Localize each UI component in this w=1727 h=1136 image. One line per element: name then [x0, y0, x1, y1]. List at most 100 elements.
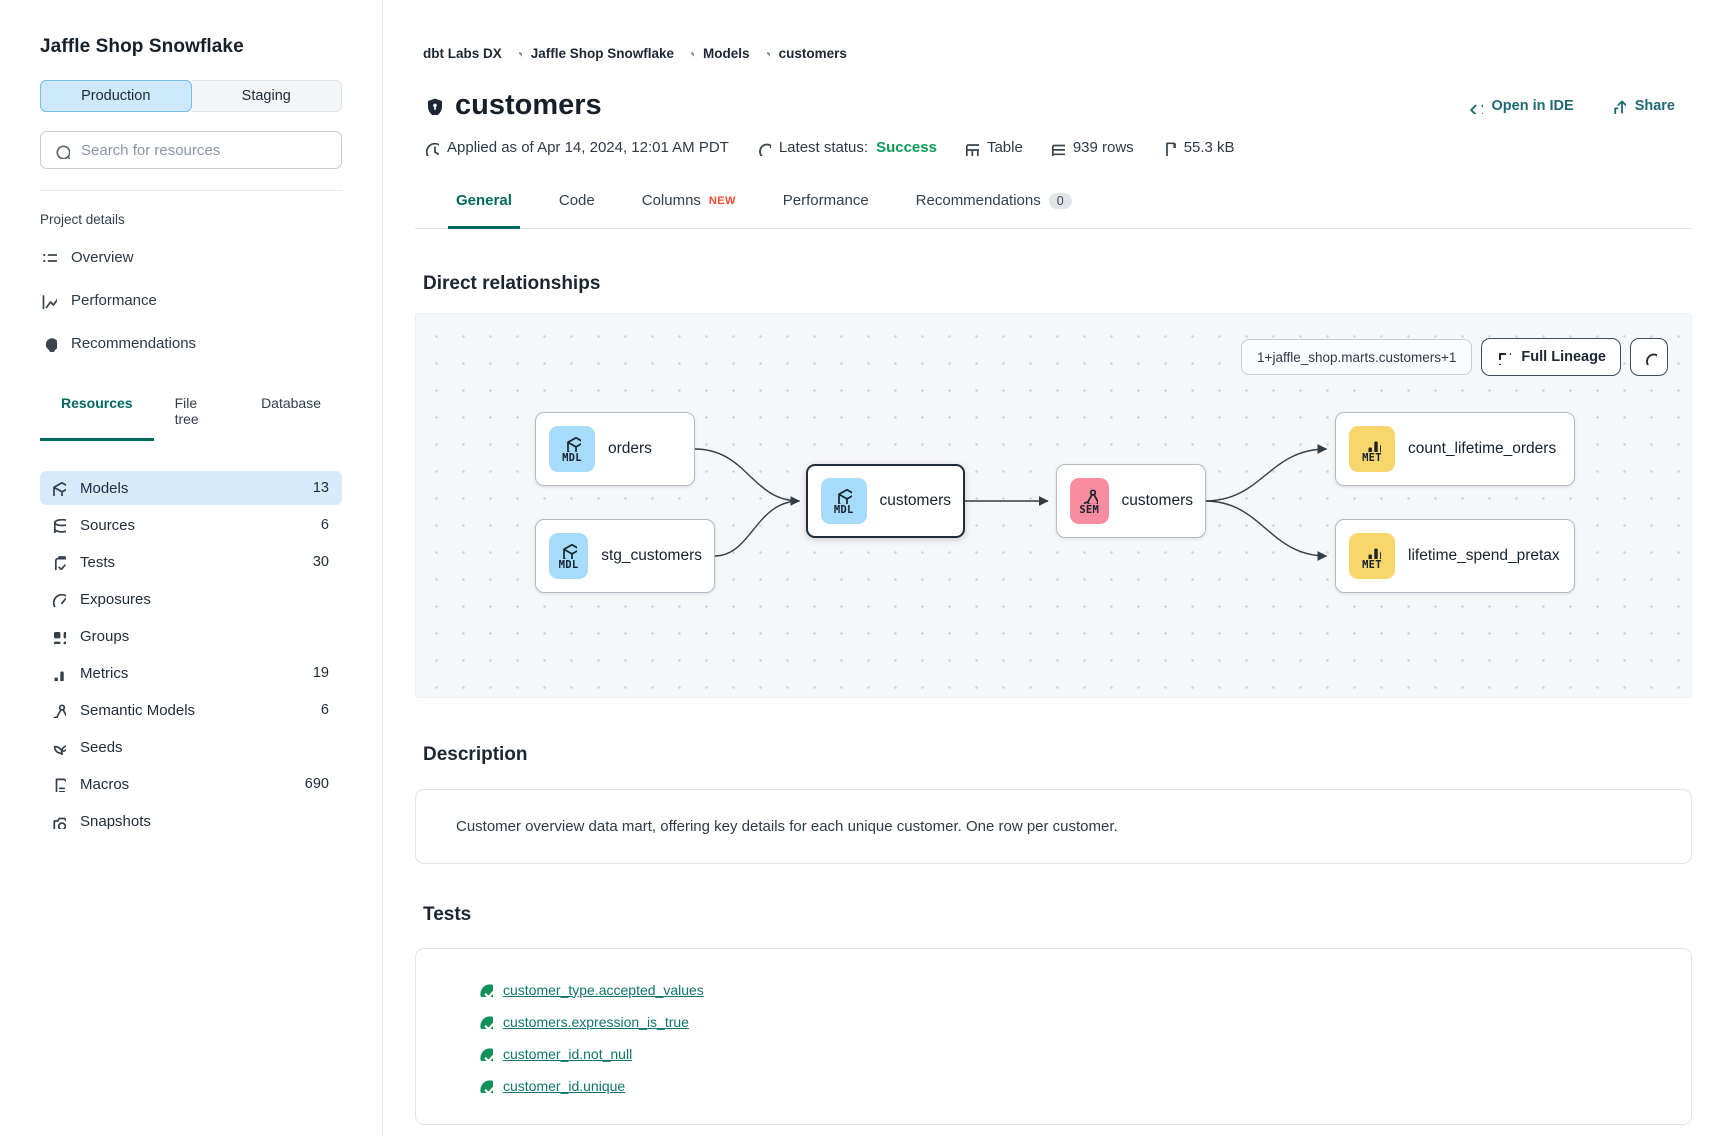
- lineage-node-stg-customers[interactable]: MDL stg_customers: [535, 519, 715, 593]
- breadcrumb-project[interactable]: Jaffle Shop Snowflake: [530, 46, 675, 61]
- lightbulb-icon: [44, 337, 57, 352]
- status-badge: Success: [876, 139, 937, 156]
- project-title: Jaffle Shop Snowflake: [40, 36, 244, 57]
- test-link[interactable]: customer_id.not_null: [503, 1045, 633, 1062]
- sidebar-item-seeds[interactable]: Seeds: [40, 730, 342, 764]
- env-tab-production[interactable]: Production: [40, 80, 192, 112]
- resource-label: Seeds: [80, 738, 123, 756]
- sidebar-item-models[interactable]: Models 13: [40, 471, 342, 505]
- resource-label: Models: [80, 479, 129, 497]
- resource-count: 13: [312, 480, 329, 496]
- full-lineage-button[interactable]: Full Lineage: [1481, 338, 1621, 376]
- metric-badge: MET: [1349, 533, 1395, 579]
- tab-performance[interactable]: Performance: [782, 192, 869, 209]
- sidebar-item-label: Recommendations: [71, 335, 197, 352]
- sidebar-item-overview[interactable]: Overview: [40, 236, 342, 279]
- share-button[interactable]: Share: [1610, 98, 1675, 114]
- materialization: Table: [963, 139, 1023, 156]
- breadcrumb-models[interactable]: Models: [703, 46, 750, 61]
- breadcrumb-account[interactable]: dbt Labs DX: [423, 46, 502, 61]
- status-label: Latest status:: [778, 139, 869, 156]
- lineage-node-orders[interactable]: MDL orders: [535, 412, 695, 486]
- lineage-node-customers-model[interactable]: MDL customers: [806, 464, 965, 538]
- latest-status: Latest status: Success: [755, 139, 937, 156]
- open-in-ide-button[interactable]: Open in IDE: [1467, 98, 1574, 114]
- project-details-nav: Overview Performance Recommendations: [40, 236, 342, 365]
- clipboard-check-icon: [54, 556, 66, 570]
- resource-label: Metrics: [80, 664, 129, 682]
- test-link[interactable]: customers.expression_is_true: [503, 1013, 689, 1030]
- tab-columns[interactable]: Columns NEW: [641, 192, 736, 209]
- chevron-right-icon: [518, 52, 522, 59]
- resource-search[interactable]: [40, 131, 342, 169]
- tab-recommendations[interactable]: Recommendations 0: [908, 192, 1080, 229]
- tests-heading: Tests: [423, 904, 472, 925]
- breadcrumb-current: customers: [778, 46, 847, 61]
- tab-file-tree[interactable]: File tree: [174, 395, 199, 427]
- lineage-controls: 1+jaffle_shop.marts.customers+1 Full Lin…: [1241, 338, 1668, 376]
- sidebar-item-sources[interactable]: Sources 6: [40, 508, 342, 542]
- tab-database[interactable]: Database: [261, 395, 321, 411]
- description-text: Customer overview data mart, offering ke…: [456, 818, 1118, 835]
- sidebar-item-label: Overview: [71, 249, 134, 266]
- refresh-lineage-button[interactable]: [1630, 338, 1668, 376]
- model-badge: MDL: [549, 533, 589, 579]
- breadcrumb: dbt Labs DX Jaffle Shop Snowflake Models…: [415, 46, 1692, 61]
- resource-count: 6: [320, 702, 329, 718]
- bar-chart-icon: [1368, 441, 1381, 452]
- tab-resources[interactable]: Resources: [40, 395, 154, 441]
- open-in-ide-label: Open in IDE: [1491, 98, 1574, 114]
- test-link[interactable]: customer_id.unique: [503, 1077, 626, 1094]
- seedling-icon: [53, 745, 66, 755]
- tab-general[interactable]: General: [448, 192, 520, 229]
- sidebar-item-macros[interactable]: Macros 690: [40, 767, 342, 801]
- share-label: Share: [1634, 98, 1675, 114]
- lineage-node-lifetime-spend-pretax[interactable]: MET lifetime_spend_pretax: [1335, 519, 1575, 593]
- share-icon: [1613, 100, 1626, 114]
- resource-label: Semantic Models: [80, 701, 196, 719]
- lineage-panel[interactable]: 1+jaffle_shop.marts.customers+1 Full Lin…: [415, 313, 1692, 698]
- lineage-edges: [694, 444, 1328, 561]
- resource-count: 6: [320, 517, 329, 533]
- test-link[interactable]: customer_type.accepted_values: [503, 981, 704, 998]
- model-badge: MDL: [549, 426, 595, 472]
- lineage-selector-pill[interactable]: 1+jaffle_shop.marts.customers+1: [1241, 339, 1473, 375]
- test-row: customer_type.accepted_values: [478, 979, 1651, 1000]
- sidebar-item-exposures[interactable]: Exposures: [40, 582, 342, 616]
- lineage-node-customers-semantic[interactable]: SEM customers: [1056, 464, 1206, 538]
- table-size: 55.3 kB: [1160, 139, 1235, 156]
- search-input[interactable]: [79, 140, 329, 160]
- gauge-icon: [52, 593, 66, 607]
- semantic-model-icon: [52, 704, 66, 718]
- sidebar: Jaffle Shop Snowflake Production Staging…: [0, 0, 383, 1136]
- sidebar-item-semantic-models[interactable]: Semantic Models 6: [40, 693, 342, 727]
- resource-count: 690: [304, 776, 329, 792]
- refresh-icon: [758, 142, 771, 156]
- sidebar-item-performance[interactable]: Performance: [40, 279, 342, 322]
- sidebar-item-tests[interactable]: Tests 30: [40, 545, 342, 579]
- model-meta-row: Applied as of Apr 14, 2024, 12:01 AM PDT…: [415, 139, 1692, 156]
- camera-icon: [53, 817, 66, 829]
- sidebar-item-recommendations[interactable]: Recommendations: [40, 322, 342, 365]
- project-details-label: Project details: [40, 212, 125, 227]
- rows-icon: [1051, 144, 1065, 156]
- sidebar-item-groups[interactable]: Groups: [40, 619, 342, 653]
- refresh-icon: [1645, 352, 1657, 365]
- semantic-model-icon: [1083, 488, 1098, 504]
- code-icon: [1469, 104, 1483, 114]
- main-content: dbt Labs DX Jaffle Shop Snowflake Models…: [383, 0, 1727, 1136]
- check-circle-icon: [479, 1079, 493, 1093]
- check-circle-icon: [479, 983, 493, 997]
- cube-icon: [566, 436, 581, 452]
- new-badge: NEW: [708, 194, 736, 207]
- sidebar-item-snapshots[interactable]: Snapshots: [40, 804, 342, 838]
- lineage-node-count-lifetime-orders[interactable]: MET count_lifetime_orders: [1335, 412, 1575, 486]
- detail-tabbar: General Code Columns NEW Performance Rec…: [415, 192, 1692, 229]
- sidebar-item-metrics[interactable]: Metrics 19: [40, 656, 342, 690]
- cube-icon: [838, 488, 853, 504]
- test-row: customers.expression_is_true: [478, 1011, 1651, 1032]
- env-tab-staging[interactable]: Staging: [191, 80, 342, 112]
- resource-label: Groups: [80, 627, 130, 645]
- tab-code[interactable]: Code: [558, 192, 595, 209]
